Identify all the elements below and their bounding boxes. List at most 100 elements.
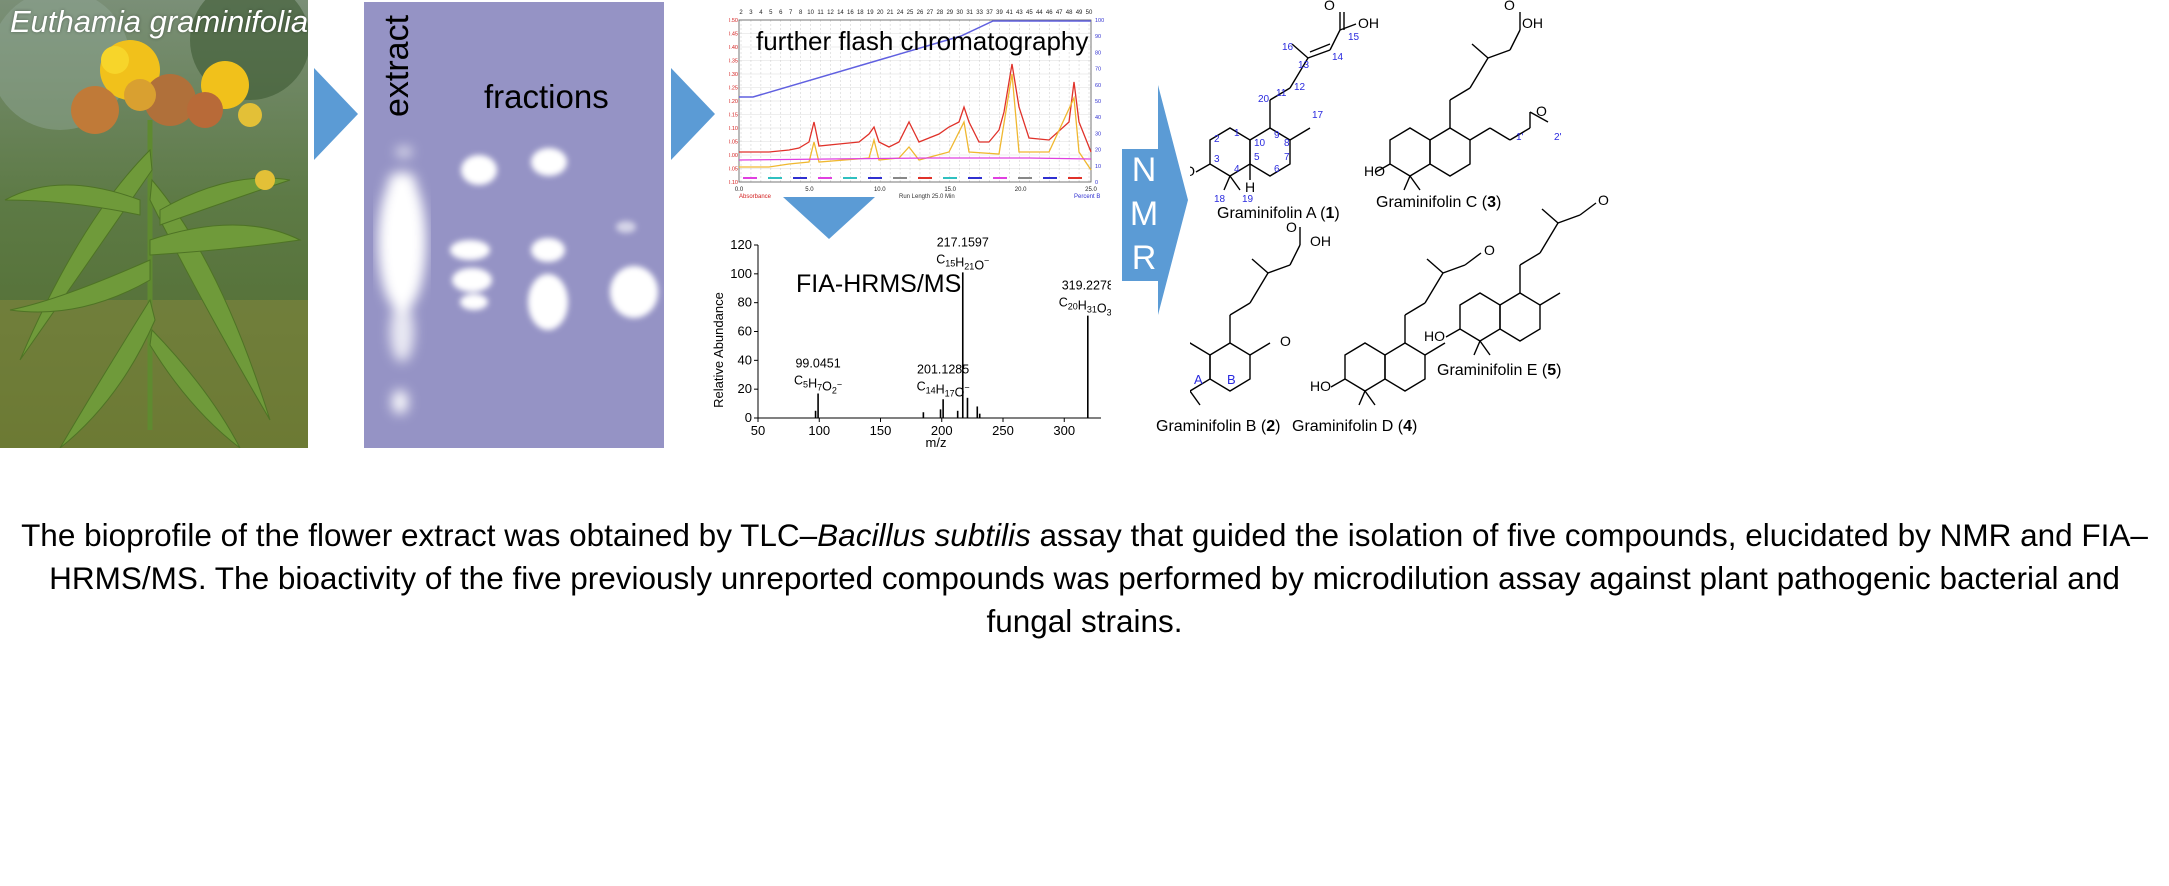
fraction-number: 49 bbox=[1076, 10, 1083, 16]
absorbance-tick: 0.25 bbox=[729, 86, 738, 92]
fraction-number: 6 bbox=[779, 10, 783, 16]
fraction-bar bbox=[1018, 177, 1032, 179]
fraction-number: 27 bbox=[927, 10, 934, 16]
percent-b-tick: 90 bbox=[1095, 34, 1101, 40]
ho-label-a: HO bbox=[1190, 163, 1195, 179]
h-label-a: H bbox=[1245, 179, 1255, 195]
ms-peaks bbox=[814, 272, 1089, 418]
percent-b-tick: 0 bbox=[1095, 180, 1098, 186]
absorbance-label: Absorbance bbox=[739, 194, 772, 200]
compound-name-a: Graminifolin A (1) bbox=[1217, 205, 1340, 222]
tlc-plate bbox=[364, 2, 664, 448]
ms-x-tick-label: 150 bbox=[870, 423, 892, 438]
absorbance-tick: 0.05 bbox=[729, 140, 738, 146]
absorbance-tick: -0.05 bbox=[729, 167, 738, 173]
fraction-bar bbox=[1043, 177, 1057, 179]
oh-label-a: OH bbox=[1358, 15, 1379, 31]
atom-number-14: 14 bbox=[1332, 52, 1344, 63]
o-label-e: O bbox=[1598, 192, 1609, 208]
fraction-bar bbox=[768, 177, 782, 179]
atom-number-13: 13 bbox=[1298, 60, 1310, 71]
atom-number-9: 9 bbox=[1274, 130, 1280, 141]
percent-b-label: Percent B bbox=[1074, 194, 1100, 200]
oh-label-b: OH bbox=[1310, 233, 1331, 249]
ms-y-tick-label: 40 bbox=[738, 352, 752, 367]
trace-red bbox=[739, 63, 1092, 153]
fraction-number: 4 bbox=[759, 10, 763, 16]
ms-x-tick-label: 200 bbox=[931, 423, 953, 438]
species-label: Euthamia graminifolia bbox=[10, 4, 309, 39]
fraction-number: 33 bbox=[976, 10, 983, 16]
mass-spectrum: 0 20 40 60 80 100 120 50 100 150 200 250 300 99.0451… bbox=[711, 235, 1111, 450]
o-label-c-acid: O bbox=[1504, 0, 1515, 13]
fraction-number: 3 bbox=[749, 10, 753, 16]
plant-photo-image bbox=[0, 0, 308, 448]
fraction-bar bbox=[743, 177, 757, 179]
fraction-number: 43 bbox=[1016, 10, 1023, 16]
fraction-number: 30 bbox=[956, 10, 963, 16]
fraction-number: 29 bbox=[946, 10, 953, 16]
oh-label-c: OH bbox=[1522, 15, 1543, 31]
structure-graminifolin-c bbox=[1375, 12, 1549, 191]
tlc-plate-image bbox=[364, 2, 664, 448]
ms-y-tick-label: 60 bbox=[738, 324, 752, 339]
absorbance-tick: 0.50 bbox=[729, 18, 738, 24]
fraction-number: 46 bbox=[1046, 10, 1053, 16]
atom-number-1-prime: 1' bbox=[1516, 132, 1524, 143]
time-tick: 20.0 bbox=[1015, 187, 1027, 193]
compound-name-e: Graminifolin E (5) bbox=[1437, 362, 1562, 379]
absorbance-tick: 0.40 bbox=[729, 45, 738, 51]
figure-caption: The bioprofile of the flower extract was… bbox=[20, 514, 2149, 643]
ms-y-tick-label: 20 bbox=[738, 381, 752, 396]
fraction-bar bbox=[1068, 177, 1082, 179]
fraction-number: 14 bbox=[837, 10, 844, 16]
nmr-letter-n: N bbox=[1131, 151, 1157, 189]
trace-magenta bbox=[738, 157, 1092, 161]
ms-x-tick-label: 300 bbox=[1053, 423, 1075, 438]
ring-a-label: A bbox=[1194, 372, 1203, 387]
atom-number-2-prime: 2' bbox=[1554, 132, 1562, 143]
absorbance-tick: 0.15 bbox=[729, 113, 738, 119]
atom-number-12: 12 bbox=[1294, 82, 1306, 93]
percent-b-tick: 60 bbox=[1095, 83, 1101, 89]
percent-b-tick: 20 bbox=[1095, 148, 1101, 154]
fraction-number: 20 bbox=[877, 10, 884, 16]
flash-chromatogram: 2 3 4 5 6 7 8 10 11 12 14 16 18 19 20 21 24 25 26 27 28 29 30 3… bbox=[729, 2, 1112, 200]
fraction-number: 10 bbox=[807, 10, 814, 16]
caption-part-1: The bioprofile of the flower extract was… bbox=[21, 517, 818, 553]
compound-name-d: Graminifolin D (4) bbox=[1292, 418, 1418, 435]
ms-peak-mz-label: 201.1285 bbox=[917, 362, 969, 376]
absorbance-tick: 0.45 bbox=[729, 32, 738, 38]
atom-number-8: 8 bbox=[1284, 138, 1290, 149]
absorbance-tick: 0.00 bbox=[729, 153, 738, 159]
atom-number-15: 15 bbox=[1348, 32, 1360, 43]
fraction-number: 39 bbox=[996, 10, 1003, 16]
atom-number-19: 19 bbox=[1242, 194, 1254, 205]
ms-y-tick-label: 100 bbox=[730, 266, 752, 281]
atom-number-7: 7 bbox=[1284, 152, 1290, 163]
atom-number-3: 3 bbox=[1214, 154, 1220, 165]
fraction-bars bbox=[743, 177, 1082, 179]
fraction-number: 11 bbox=[817, 10, 824, 16]
nmr-arrow bbox=[1122, 85, 1188, 315]
ms-peak-formula-label: C15H21O− bbox=[936, 252, 989, 272]
ms-peak-formula-label: C14H17O− bbox=[917, 379, 970, 399]
caption-italic: Bacillus subtilis bbox=[817, 517, 1031, 553]
ms-x-tick-label: 50 bbox=[751, 423, 765, 438]
fraction-bar bbox=[943, 177, 957, 179]
o-label-d: O bbox=[1484, 242, 1495, 258]
atom-number-5: 5 bbox=[1254, 152, 1260, 163]
tlc-fractions-label: fractions bbox=[484, 78, 609, 115]
absorbance-ticks: 0.50 0.45 0.40 0.35 0.30 0.25 0.20 0.15 0.10 0.05… bbox=[729, 18, 738, 186]
nmr-letter-m: M bbox=[1129, 195, 1159, 233]
ring-b-label: B bbox=[1227, 372, 1236, 387]
flow-arrow-down bbox=[783, 197, 875, 239]
atom-number-11: 11 bbox=[1276, 88, 1287, 99]
percent-b-tick: 30 bbox=[1095, 131, 1101, 137]
ms-x-tick-label: 250 bbox=[992, 423, 1014, 438]
fraction-number: 24 bbox=[897, 10, 904, 16]
fraction-number: 8 bbox=[799, 10, 803, 16]
ms-y-tick-label: 80 bbox=[738, 295, 752, 310]
tlc-extract-label: extract bbox=[378, 14, 416, 117]
